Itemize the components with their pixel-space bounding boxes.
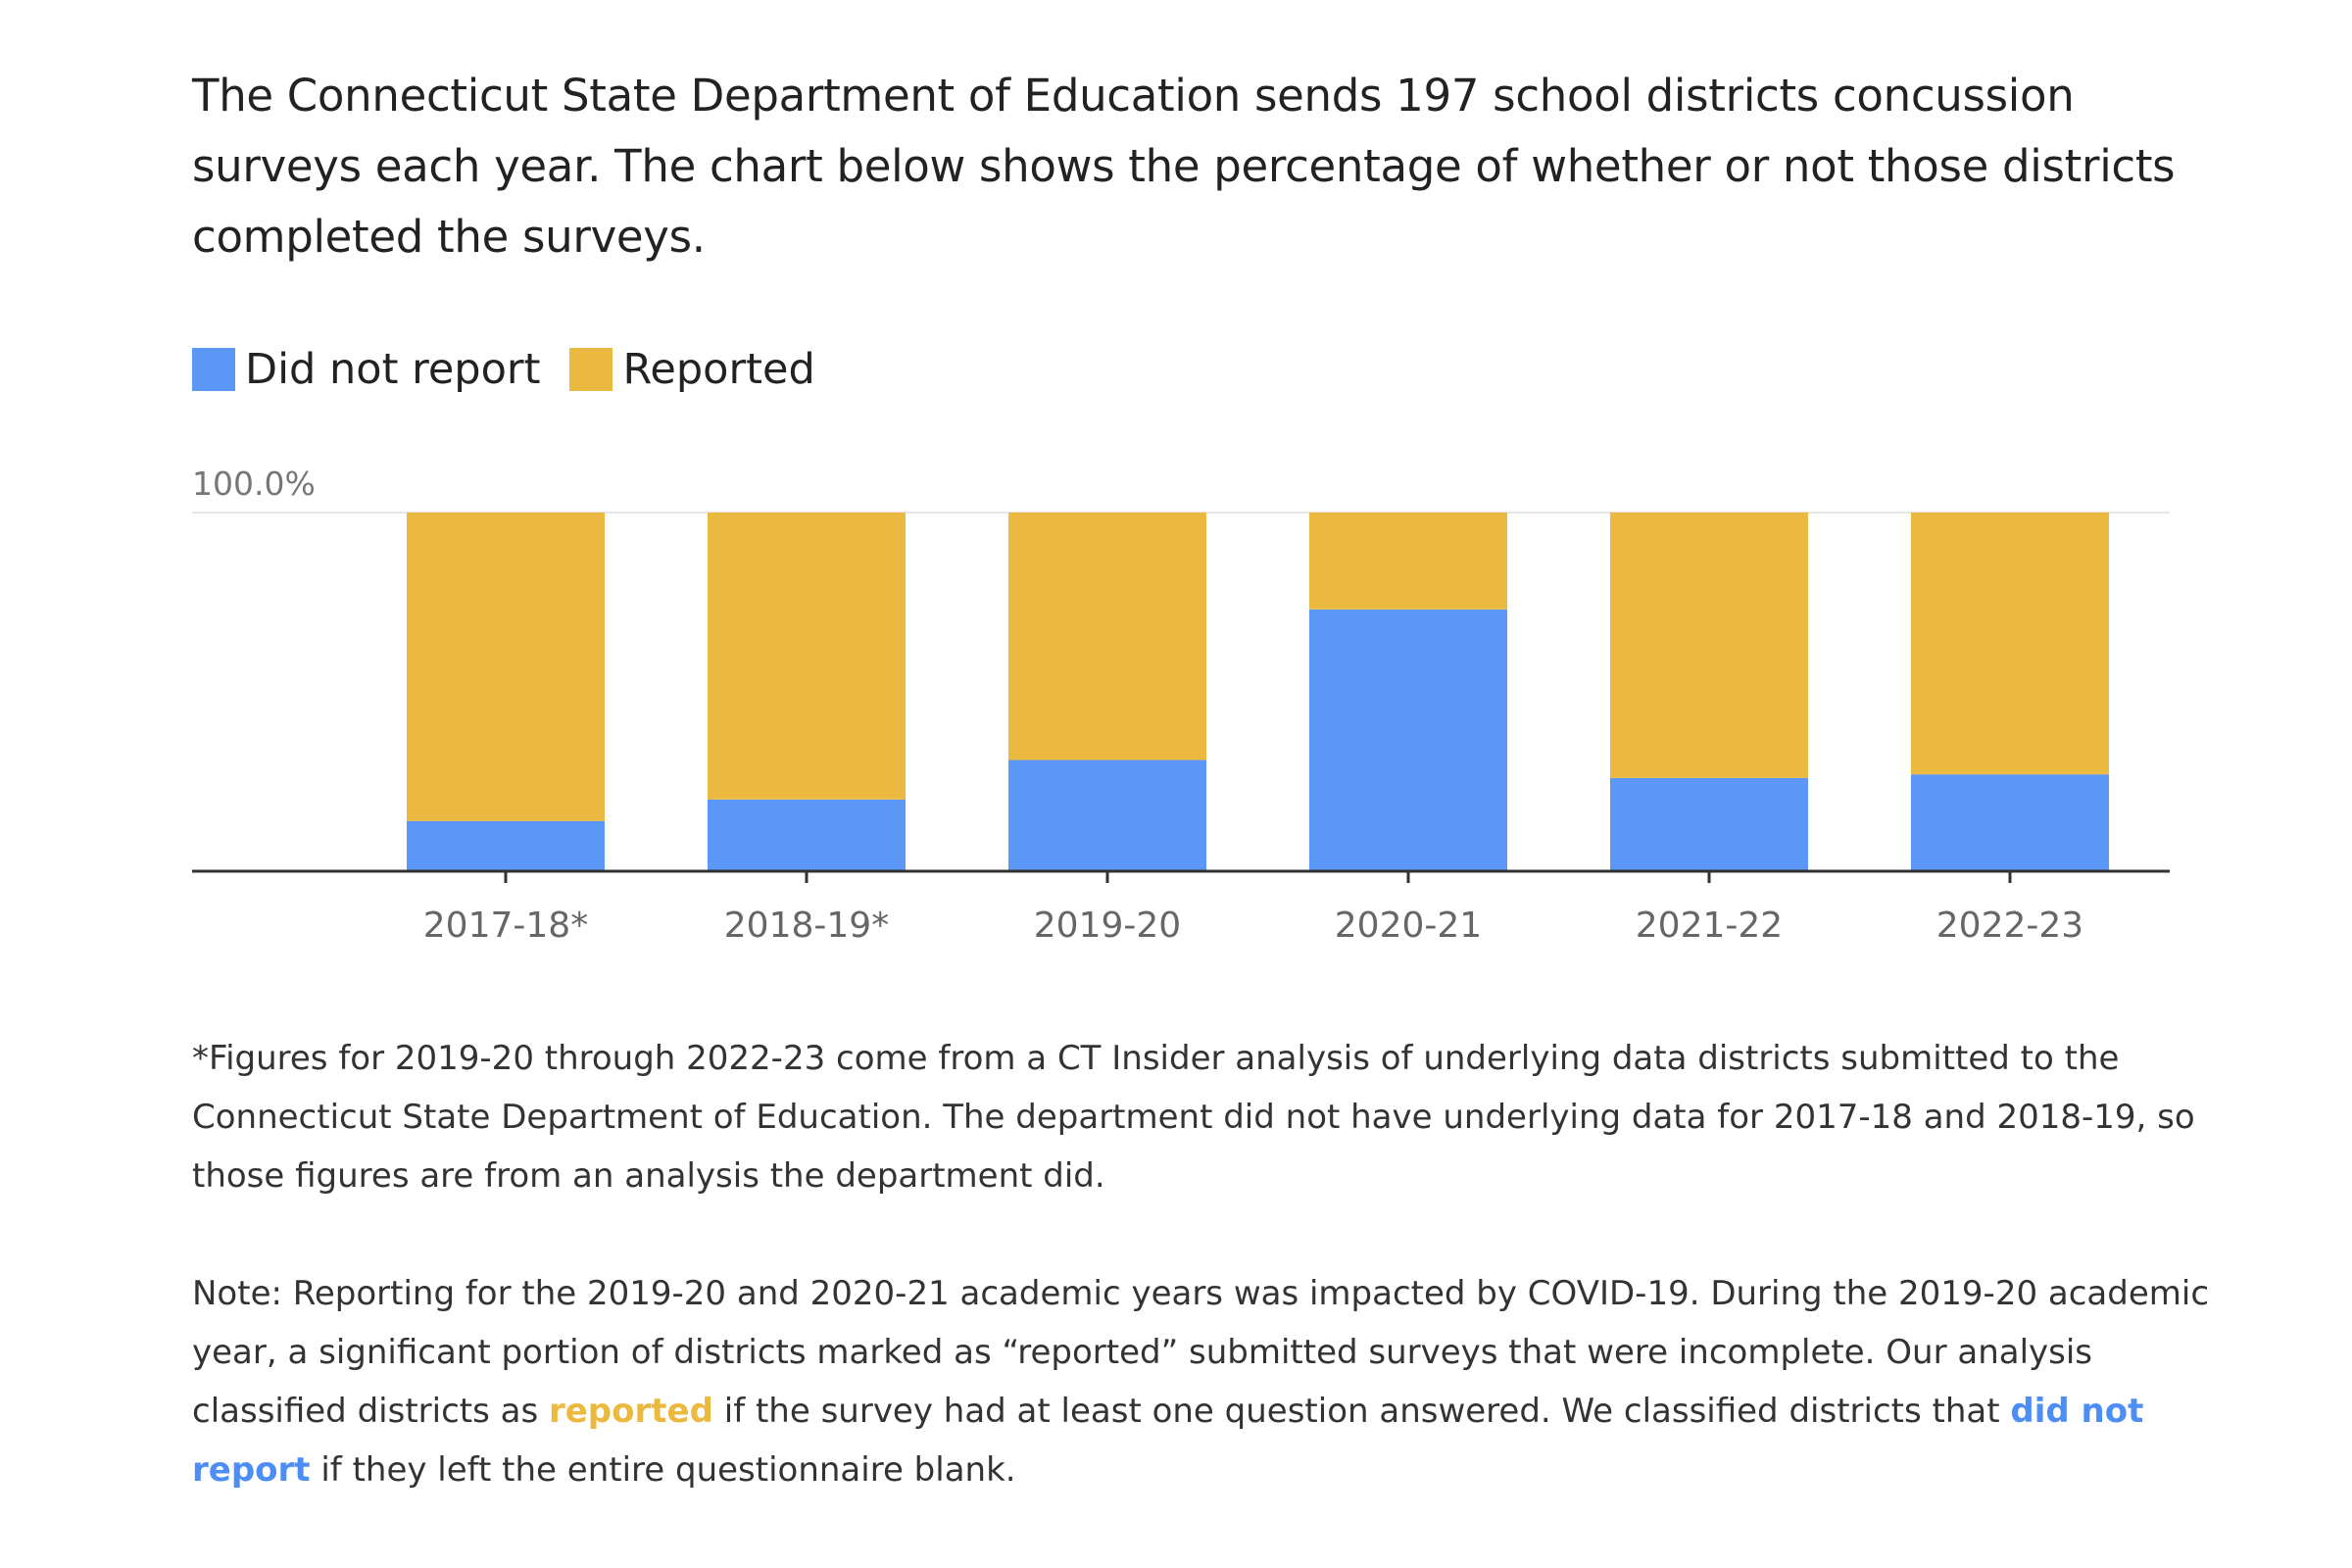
bar-did-not-report-4 [1610,777,1808,871]
bar-reported-2 [1008,513,1206,760]
x-tick-label-0: 2017-18* [423,906,588,946]
x-tick-label-2: 2019-20 [1034,906,1181,946]
legend-swatch-did-not-report [192,348,235,391]
note-text-part1: Note: Reporting for the 2019-20 and 2020… [192,1274,2210,1431]
chart-legend: Did not report Reported [192,345,2181,394]
legend-item-reported: Reported [569,345,815,394]
legend-label-did-not-report: Did not report [245,345,541,394]
x-tick-label-1: 2018-19* [724,906,889,946]
bars-group [407,513,2109,871]
bar-did-not-report-1 [708,799,906,871]
y-tick-label-100: 100.0% [192,465,316,503]
note-text-part2: if the survey had at least one question … [712,1392,2011,1431]
note-text-part3: if they left the entire questionnaire bl… [310,1450,1016,1490]
note-highlight-reported: reported [548,1392,713,1431]
bar-did-not-report-3 [1309,609,1507,871]
legend-label-reported: Reported [622,345,815,394]
chart-intro-text: The Connecticut State Department of Educ… [192,70,2176,263]
bar-did-not-report-0 [407,820,605,871]
stacked-bar-chart: 100.0% 2017-18* 2018-19* 2019-20 2020-21 202… [192,465,2170,946]
chart-footnote: *Figures for 2019-20 through 2022-23 com… [192,1039,2195,1196]
bar-reported-3 [1309,513,1507,610]
x-ticks-group: 2017-18* 2018-19* 2019-20 2020-21 2021-22 202… [423,871,2083,946]
chart-container: The Connecticut State Department of Educ… [192,61,2181,394]
bar-reported-5 [1911,513,2109,775]
bar-reported-0 [407,513,605,821]
bar-did-not-report-2 [1008,760,1206,871]
legend-item-did-not-report: Did not report [192,345,540,394]
x-tick-label-3: 2020-21 [1335,906,1482,946]
chart-note: Note: Reporting for the 2019-20 and 2020… [192,1264,2211,1499]
note-highlight-did-not-report: did not report [192,1392,2144,1490]
x-tick-label-4: 2021-22 [1636,906,1783,946]
bar-reported-4 [1610,513,1808,778]
bar-reported-1 [708,513,906,800]
bar-did-not-report-5 [1911,774,2109,871]
x-tick-label-5: 2022-23 [1936,906,2083,946]
legend-swatch-reported [569,348,613,391]
